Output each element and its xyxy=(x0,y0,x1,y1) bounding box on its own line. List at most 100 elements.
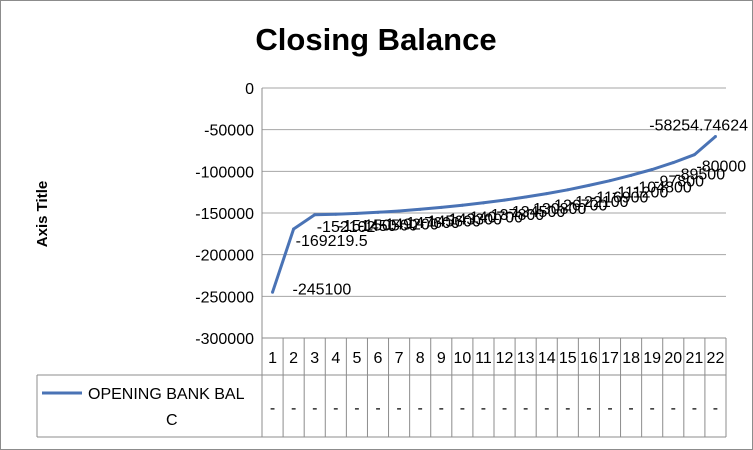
series-point xyxy=(334,212,338,216)
x-tick-label: 9 xyxy=(437,350,446,367)
series-point xyxy=(292,227,296,231)
table-cell: - xyxy=(291,400,296,417)
series-point xyxy=(503,198,507,202)
table-cell: - xyxy=(671,400,676,417)
series-layer xyxy=(271,135,717,294)
x-tick-label: 21 xyxy=(685,350,703,367)
x-tick-label: 8 xyxy=(416,350,425,367)
data-label: -122100 xyxy=(570,194,629,211)
data-label: -137800 xyxy=(485,207,544,224)
y-axis-ticks: 0 -50000 -100000 -150000 -200000 -250000 -3000… xyxy=(195,81,254,348)
series-point xyxy=(545,192,549,196)
series-point xyxy=(418,207,422,211)
x-tick-label: 20 xyxy=(664,350,682,367)
series-point xyxy=(608,179,612,183)
y-tick-label: -250000 xyxy=(195,289,254,306)
x-tick-label: 3 xyxy=(310,350,319,367)
data-label: -169219.5 xyxy=(296,233,368,250)
series-line xyxy=(271,135,717,293)
data-labels: -245100-169219.5-152102-151450-150500-14… xyxy=(293,118,749,299)
series-point xyxy=(524,195,528,199)
x-tick-label: 1 xyxy=(268,350,277,367)
table-cell: - xyxy=(375,400,380,417)
series-point xyxy=(650,168,654,171)
data-label: -130800 xyxy=(528,201,587,218)
series-point xyxy=(313,213,317,217)
table-cell: - xyxy=(439,400,444,417)
x-tick-label: 13 xyxy=(517,350,535,367)
series-point xyxy=(271,290,275,294)
x-tick-label: 6 xyxy=(374,350,383,367)
table-cell: - xyxy=(270,400,275,417)
table-cell: - xyxy=(713,400,718,417)
x-tick-label: 7 xyxy=(395,350,404,367)
y-tick-label: -50000 xyxy=(204,123,254,140)
data-label: -111200 xyxy=(612,185,668,202)
series-point xyxy=(671,161,675,165)
data-label: -152102 xyxy=(317,219,376,236)
x-tick-label: 17 xyxy=(601,350,619,367)
table-cell: - xyxy=(502,400,507,417)
x-tick-label: 22 xyxy=(707,350,725,367)
x-tick-label: 15 xyxy=(559,350,577,367)
series-point xyxy=(566,188,570,192)
y-tick-label: -100000 xyxy=(195,164,254,181)
y-axis-title: Axis Title xyxy=(34,181,51,247)
legend-label: OPENING BANK BAL xyxy=(88,386,245,403)
x-tick-label: 14 xyxy=(538,350,556,367)
x-tick-label: 16 xyxy=(580,350,598,367)
series-point xyxy=(629,173,633,177)
legend: OPENING BANK BAL C xyxy=(42,386,245,429)
series-point xyxy=(355,211,359,215)
data-label: -147600 xyxy=(401,215,460,232)
data-label: -58254.74624 xyxy=(649,118,748,135)
series-point xyxy=(376,210,380,214)
data-label: -151450 xyxy=(338,218,397,235)
x-tick-label: 10 xyxy=(453,350,471,367)
data-label: -245100 xyxy=(293,281,352,298)
y-tick-label: -150000 xyxy=(195,206,254,223)
data-label: -145600 xyxy=(422,213,481,230)
series-point xyxy=(713,135,717,139)
table-cell: - xyxy=(607,400,612,417)
legend-label-wrap: C xyxy=(166,412,178,429)
data-label: -134500 xyxy=(507,204,566,221)
data-label: -140700 xyxy=(464,209,523,226)
chart-title: Closing Balance xyxy=(255,22,496,57)
table-cell: - xyxy=(628,400,633,417)
data-table: 1 2 3 4 5 6 7 8 9 10 11 12 13 14 15 16 17 18 19 20 21 22- - - - -… xyxy=(36,337,727,438)
y-tick-label: 0 xyxy=(245,81,254,98)
table-cell: - xyxy=(396,400,401,417)
table-cell: - xyxy=(523,400,528,417)
data-label: -150500 xyxy=(359,217,418,234)
y-tick-label: -200000 xyxy=(195,248,254,265)
x-tick-label: 18 xyxy=(622,350,640,367)
x-tick-label: 11 xyxy=(475,350,492,367)
table-cell: - xyxy=(544,400,549,417)
data-label: -143300 xyxy=(443,211,502,228)
x-tick-label: 12 xyxy=(496,350,514,367)
series-point xyxy=(692,153,696,157)
table-cell: - xyxy=(692,400,697,417)
table-cell: - xyxy=(418,400,423,417)
series-point xyxy=(397,209,401,213)
x-tick-label: 4 xyxy=(331,350,340,367)
data-label: -116900 xyxy=(591,189,649,206)
table-cell: - xyxy=(333,400,338,417)
series-point xyxy=(460,203,464,207)
data-label: -80000 xyxy=(696,159,746,176)
series-point xyxy=(439,205,443,209)
data-label: -126700 xyxy=(549,198,608,215)
table-cell: - xyxy=(354,400,359,417)
series-point xyxy=(481,201,485,205)
table-cell: - xyxy=(460,400,465,417)
x-tick-label: 5 xyxy=(352,350,361,367)
data-label: -104800 xyxy=(633,179,692,196)
table-cell: - xyxy=(481,400,486,417)
data-label: -89500 xyxy=(675,167,725,184)
data-label: -97800 xyxy=(654,174,704,191)
data-label: -149200 xyxy=(380,216,439,233)
series-point xyxy=(587,183,591,187)
y-tick-label: -300000 xyxy=(195,331,254,348)
table-cell: - xyxy=(650,400,655,417)
